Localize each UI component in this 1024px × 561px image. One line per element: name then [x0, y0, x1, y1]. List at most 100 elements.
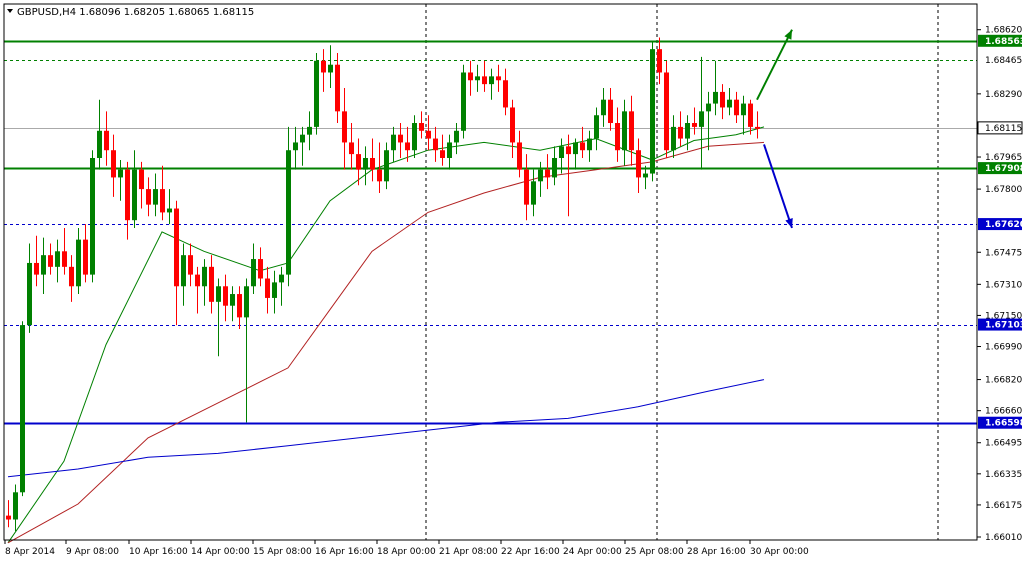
level-price-label: 1.67908 — [985, 164, 1024, 174]
candle-body — [629, 111, 634, 151]
candle — [475, 64, 480, 92]
level-price-box — [978, 218, 1022, 231]
candle — [181, 243, 186, 306]
x-tick-label: 10 Apr 16:00 — [129, 547, 188, 557]
x-tick-label: 9 Apr 08:00 — [66, 547, 119, 557]
candle — [664, 60, 669, 158]
candle-body — [503, 80, 508, 108]
level-price-box — [978, 318, 1022, 331]
candle-body — [286, 150, 291, 275]
x-tick-label: 22 Apr 16:00 — [501, 547, 560, 557]
candle — [559, 138, 564, 174]
candle — [125, 161, 130, 240]
candle-body — [461, 72, 466, 131]
candle-body — [153, 189, 158, 205]
level-price-label: 1.68563 — [985, 37, 1024, 47]
candle — [27, 243, 32, 333]
candle — [265, 266, 270, 314]
candle — [454, 123, 459, 155]
candle-body — [321, 60, 326, 73]
candle — [433, 126, 438, 162]
candle — [608, 88, 613, 131]
candle — [650, 41, 655, 182]
trend-arrow-0 — [756, 29, 793, 101]
candle-body — [664, 72, 669, 151]
candle-body — [97, 130, 102, 158]
x-tick-label: 25 Apr 08:00 — [625, 547, 684, 557]
candle — [699, 56, 704, 170]
candle — [202, 259, 207, 306]
candle-body — [356, 154, 361, 170]
candle-body — [594, 115, 599, 139]
candle — [720, 84, 725, 120]
candle — [636, 138, 641, 193]
candle-body — [139, 169, 144, 190]
candle-body — [244, 286, 249, 318]
candle — [286, 126, 291, 287]
candle-body — [671, 126, 676, 151]
candle-body — [384, 150, 389, 182]
candles — [6, 37, 760, 532]
y-tick-label: 1.67965 — [985, 153, 1022, 163]
candle — [734, 91, 739, 124]
candle — [69, 255, 74, 302]
candle — [13, 484, 18, 532]
candle — [657, 37, 662, 85]
candle — [713, 60, 718, 116]
candle-body — [188, 255, 193, 275]
candle — [335, 53, 340, 124]
plot-frame — [3, 3, 978, 541]
candle-body — [307, 126, 312, 135]
candle — [601, 88, 606, 127]
candle-body — [405, 142, 410, 151]
candle-body — [433, 138, 438, 151]
candle — [552, 146, 557, 186]
x-tick-label: 8 Apr 2014 — [5, 547, 55, 557]
candle-body — [475, 76, 480, 81]
candle — [405, 126, 410, 162]
candle — [314, 53, 319, 135]
candle-body — [587, 138, 592, 151]
candle — [251, 243, 256, 295]
candle — [153, 173, 158, 217]
level-price-box — [978, 416, 1022, 429]
candle — [272, 270, 277, 314]
candle-body — [62, 251, 67, 267]
candle-body — [398, 134, 403, 143]
y-tick-label: 1.66335 — [985, 470, 1022, 480]
candle — [706, 91, 711, 151]
trend-arrow-head-1 — [785, 217, 793, 228]
candle — [671, 115, 676, 158]
candle-body — [272, 282, 277, 298]
candle — [412, 115, 417, 158]
x-tick-label: 16 Apr 16:00 — [315, 547, 374, 557]
candle-body — [706, 103, 711, 112]
candle — [503, 68, 508, 116]
y-tick-label: 1.67475 — [985, 248, 1022, 258]
candle-body — [181, 255, 186, 287]
candle — [146, 177, 151, 217]
candle-body — [160, 189, 165, 213]
candle-body — [279, 274, 284, 283]
candle-body — [293, 142, 298, 151]
y-tick-label: 1.66495 — [985, 439, 1022, 449]
level-price-box — [977, 121, 1023, 135]
x-tick-label: 30 Apr 00:00 — [750, 547, 809, 557]
candle — [237, 286, 242, 330]
candle — [258, 247, 263, 287]
candle — [447, 134, 452, 170]
candle-body — [496, 76, 501, 81]
collapse-triangle-icon[interactable] — [7, 9, 13, 13]
candle-body — [363, 157, 368, 170]
candle — [97, 99, 102, 170]
candle — [391, 126, 396, 162]
candle — [482, 60, 487, 92]
candle — [244, 278, 249, 423]
y-tick-label: 1.66010 — [985, 533, 1022, 543]
x-tick-label: 28 Apr 16:00 — [687, 547, 746, 557]
candle — [55, 239, 60, 283]
candle — [230, 286, 235, 322]
candle-body — [636, 150, 641, 178]
candle-body — [538, 169, 543, 182]
